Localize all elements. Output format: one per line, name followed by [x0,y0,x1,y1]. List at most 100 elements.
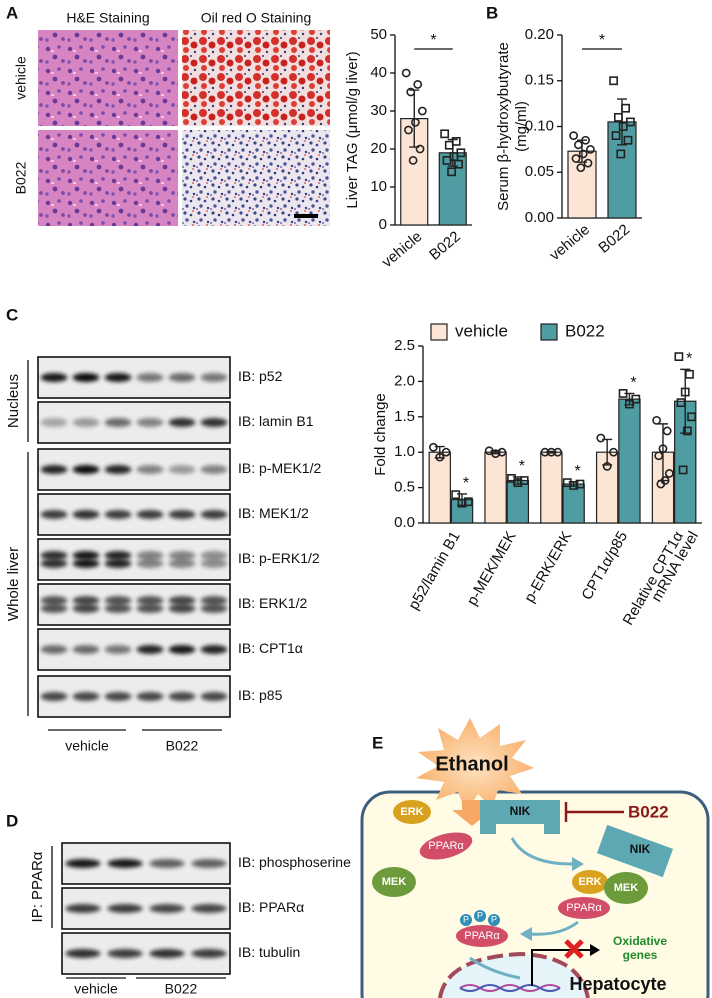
data-point [576,163,586,173]
data-point [674,352,684,362]
blot-band [136,510,164,519]
erk-label: ERK [578,876,601,888]
significance: * [430,32,436,49]
blot-band [136,604,164,613]
arrow [510,837,573,866]
x-tick-label: B022 [595,221,633,257]
blot-band [168,604,196,613]
histology-image [38,30,178,126]
blot-frame [37,675,231,718]
y-tick-label: 1.0 [394,443,415,460]
mek [604,872,648,904]
blot-band [72,596,100,605]
blot-band [136,559,164,568]
panel-label: D [6,811,18,830]
blot-frame [37,538,231,581]
blot-frame [37,583,231,626]
x-tick-label: vehicle [379,228,426,271]
blot-band [200,465,228,474]
dna [459,984,561,992]
nik: NIK [510,804,531,818]
erk-label: ERK [400,806,423,818]
phospho-label: P [477,910,483,920]
blot-band [107,859,143,868]
data-point [613,112,623,122]
blot-label: IB: p85 [238,687,283,703]
bar [428,451,451,524]
data-point [583,158,593,168]
data-point [621,103,630,113]
x-tick-label: p52/lamin B1 [405,528,464,612]
blot-band [200,596,228,605]
condition-label: vehicle [65,738,109,754]
y-tick-label: 20 [370,140,387,157]
arrow [469,956,521,980]
blot-band [107,904,143,913]
y-tick-label: 40 [370,64,387,81]
blot-band [40,596,68,605]
blot-band [104,692,132,701]
bar [484,451,507,524]
y-tick-label: 50 [370,26,387,43]
arrow [572,857,584,871]
x-tick-label: CPT1α/p85 [578,528,631,603]
blot-band [200,645,228,654]
row-label: B022 [13,161,29,194]
data-point [429,442,438,452]
phospho-label: P [491,914,497,924]
data-point [546,447,556,457]
cell-label: Hepatocyte [569,974,666,994]
data-point [685,369,694,379]
blot-frame [37,356,231,399]
blot-band [200,373,228,382]
data-point [662,426,672,436]
y-tick-label: 30 [370,102,387,119]
y-tick-label: 0.05 [525,163,554,180]
data-point [596,433,606,443]
significance: * [686,351,692,368]
blot-frame [37,401,231,444]
ppar-label: PPARα [566,902,602,914]
blot-band [168,559,196,568]
y-tick-label: 1.5 [394,408,415,425]
data-point [631,394,641,404]
blot-band [72,373,100,382]
legend-label: B022 [565,321,605,340]
blot-band [191,904,227,913]
blot-band [136,418,164,427]
data-point [404,125,413,135]
group-label: Whole liver [5,547,22,621]
panel-label: A [6,3,18,22]
data-point [519,476,529,485]
bar [618,398,641,524]
y-axis-label: Serum β-hydroxybutyrate [495,42,512,211]
blot-band [40,465,68,474]
blot-band [168,551,196,560]
group-label: Nucleus [5,374,22,428]
blot-band [40,373,68,382]
blot-band [149,904,185,913]
blot-band [72,559,100,568]
mek-label: MEK [382,876,407,888]
data-point [451,490,461,500]
y-tick-label: 0.5 [394,479,415,496]
ppar [456,925,508,947]
stimulus: Ethanol [435,753,508,775]
promoter-arrow [590,944,600,956]
blot-band [40,604,68,613]
blot-label: IB: ERK1/2 [238,595,307,611]
condition-label: B022 [166,738,199,754]
blot-band [72,510,100,519]
data-point [625,399,634,409]
nik-receptor [480,800,560,834]
data-point [656,479,666,489]
mek-label: MEK [614,882,639,894]
data-point [406,87,416,97]
blot-band [104,510,132,519]
panel-label: E [372,733,383,752]
data-point [687,412,696,422]
panel-label: B [486,3,498,22]
ppar-label: PPARα [464,930,500,942]
y-tick-label: 0.0 [394,514,415,531]
blot-band [200,559,228,568]
